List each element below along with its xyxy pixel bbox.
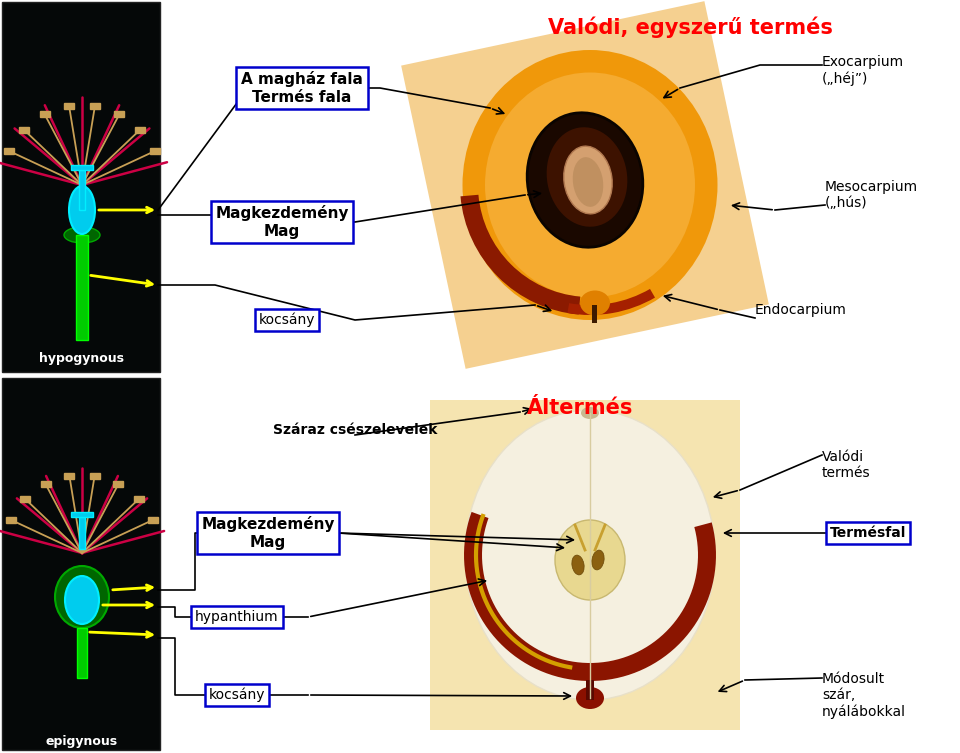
Bar	[79, 170, 85, 210]
Text: Termésfal: Termésfal	[829, 526, 906, 540]
FancyBboxPatch shape	[20, 496, 31, 502]
Ellipse shape	[465, 410, 715, 700]
FancyBboxPatch shape	[113, 481, 124, 487]
Ellipse shape	[55, 566, 109, 628]
FancyBboxPatch shape	[133, 496, 143, 502]
Ellipse shape	[527, 113, 643, 247]
Ellipse shape	[69, 186, 95, 234]
FancyBboxPatch shape	[5, 148, 14, 154]
Text: Magkezdemény
Mag: Magkezdemény Mag	[202, 517, 335, 550]
FancyBboxPatch shape	[90, 103, 100, 109]
FancyBboxPatch shape	[401, 2, 769, 369]
Text: Módosult
szár,
nyálábokkal: Módosult szár, nyálábokkal	[822, 672, 906, 719]
FancyBboxPatch shape	[7, 517, 16, 523]
Bar	[71, 512, 93, 517]
Bar	[2, 378, 160, 750]
FancyBboxPatch shape	[64, 473, 75, 479]
Text: Valódi, egyszerű termés: Valódi, egyszerű termés	[547, 16, 832, 38]
FancyBboxPatch shape	[135, 127, 145, 133]
Polygon shape	[464, 512, 716, 681]
Wedge shape	[567, 289, 655, 315]
Ellipse shape	[564, 146, 612, 214]
Bar	[76, 235, 88, 340]
Bar	[2, 2, 160, 372]
Ellipse shape	[592, 550, 604, 570]
Text: Áltermés: Áltermés	[527, 398, 634, 418]
Text: hypanthium: hypanthium	[195, 610, 278, 624]
Ellipse shape	[572, 555, 584, 575]
Ellipse shape	[546, 127, 627, 227]
Text: Száraz csészelevelek: Száraz csészelevelek	[273, 423, 437, 437]
Ellipse shape	[573, 157, 603, 207]
Bar	[586, 680, 594, 700]
Ellipse shape	[463, 50, 717, 320]
FancyBboxPatch shape	[39, 111, 50, 117]
Text: Mesocarpium
(„hús): Mesocarpium („hús)	[825, 180, 918, 210]
FancyBboxPatch shape	[19, 127, 29, 133]
Bar	[592, 305, 597, 323]
Text: epigynous: epigynous	[46, 736, 118, 748]
Bar	[79, 517, 85, 549]
FancyBboxPatch shape	[89, 473, 100, 479]
Text: A magház fala
Termés fala: A magház fala Termés fala	[241, 72, 363, 105]
Text: Valódi
termés: Valódi termés	[822, 450, 871, 480]
Text: Exocarpium
(„héj”): Exocarpium („héj”)	[822, 55, 904, 86]
Ellipse shape	[555, 520, 625, 600]
Ellipse shape	[576, 687, 604, 709]
FancyBboxPatch shape	[114, 111, 125, 117]
Wedge shape	[461, 195, 580, 315]
Text: kocsány: kocsány	[259, 312, 315, 328]
Ellipse shape	[581, 407, 599, 419]
FancyBboxPatch shape	[150, 148, 159, 154]
Text: kocsány: kocsány	[208, 687, 265, 703]
Bar	[77, 628, 87, 678]
Ellipse shape	[65, 576, 99, 624]
Text: Magkezdemény
Mag: Magkezdemény Mag	[215, 206, 348, 239]
Text: hypogynous: hypogynous	[39, 352, 125, 364]
FancyBboxPatch shape	[40, 481, 51, 487]
Ellipse shape	[485, 72, 695, 297]
FancyBboxPatch shape	[148, 517, 157, 523]
Ellipse shape	[64, 227, 100, 243]
Bar	[71, 165, 93, 170]
Text: Endocarpium: Endocarpium	[755, 303, 847, 317]
FancyBboxPatch shape	[64, 103, 74, 109]
Ellipse shape	[580, 291, 610, 316]
FancyBboxPatch shape	[430, 400, 740, 730]
